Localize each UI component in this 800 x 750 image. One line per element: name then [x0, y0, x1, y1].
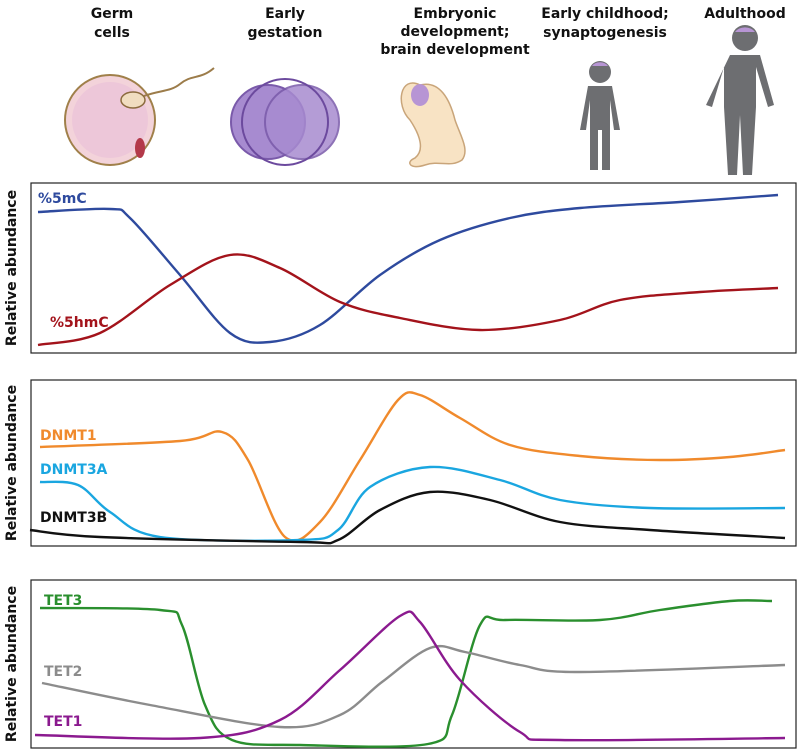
trend-curve: [41, 644, 786, 729]
panel-frame: [30, 182, 797, 354]
trend-curve: [39, 599, 773, 748]
curves: [29, 193, 786, 748]
y-axis-label: Relative abundance: [4, 586, 20, 742]
stage-labels: Germ cells Early gestation Embryonic develo…: [91, 6, 786, 58]
curve-label: TET3: [44, 593, 82, 609]
curve-label: DNMT1: [40, 428, 97, 444]
curve-label: DNMT3A: [40, 462, 108, 478]
curve-label: TET2: [44, 664, 82, 680]
egg-icon: [64, 67, 215, 166]
stage-line: Embryonic: [414, 6, 497, 22]
curve-label: DNMT3B: [40, 510, 107, 526]
stage-line: Adulthood: [704, 6, 786, 22]
curve-label: %5hmC: [50, 315, 109, 331]
stage-label: Early childhood; synaptogenesis: [541, 6, 668, 41]
stage-label: Adulthood: [704, 6, 786, 22]
panel-frame: [30, 379, 797, 547]
stage-label: Embryonic development; brain development: [380, 6, 530, 58]
child-icon: [580, 61, 620, 170]
curve-label: %5mC: [38, 191, 87, 207]
curve-label: TET1: [44, 714, 82, 730]
stage-line: Germ: [91, 6, 133, 22]
icons: [64, 25, 774, 175]
stage-line: brain development: [380, 42, 530, 58]
trend-curve: [37, 193, 779, 344]
stage-label: Germ cells: [91, 6, 133, 41]
stage-line: Early childhood;: [541, 6, 668, 22]
adult-icon: [706, 25, 774, 175]
y-axis-label: Relative abundance: [4, 190, 20, 346]
stage-line: gestation: [247, 25, 322, 41]
trend-curve: [37, 253, 779, 347]
stage-line: development;: [401, 24, 510, 40]
trend-curve: [34, 610, 786, 742]
stage-line: synaptogenesis: [543, 25, 667, 41]
panel-frame: [30, 579, 797, 749]
trend-curve: [39, 465, 786, 542]
fetus-icon: [400, 82, 466, 168]
embryo-icon: [230, 78, 340, 166]
stage-label: Early gestation: [247, 6, 322, 41]
stage-line: cells: [94, 25, 130, 41]
y-axis-label: Relative abundance: [4, 385, 20, 541]
trend-curve: [29, 490, 786, 545]
stage-line: Early: [265, 6, 305, 22]
trend-curve: [39, 391, 786, 543]
